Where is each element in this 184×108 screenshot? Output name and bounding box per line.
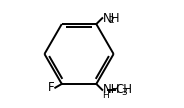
Text: CH: CH: [115, 83, 132, 96]
Text: NH: NH: [103, 12, 120, 25]
Text: 3: 3: [121, 88, 127, 97]
Text: 2: 2: [108, 16, 114, 25]
Text: NH: NH: [103, 83, 120, 96]
Text: H: H: [102, 91, 108, 100]
Text: F: F: [48, 81, 55, 94]
